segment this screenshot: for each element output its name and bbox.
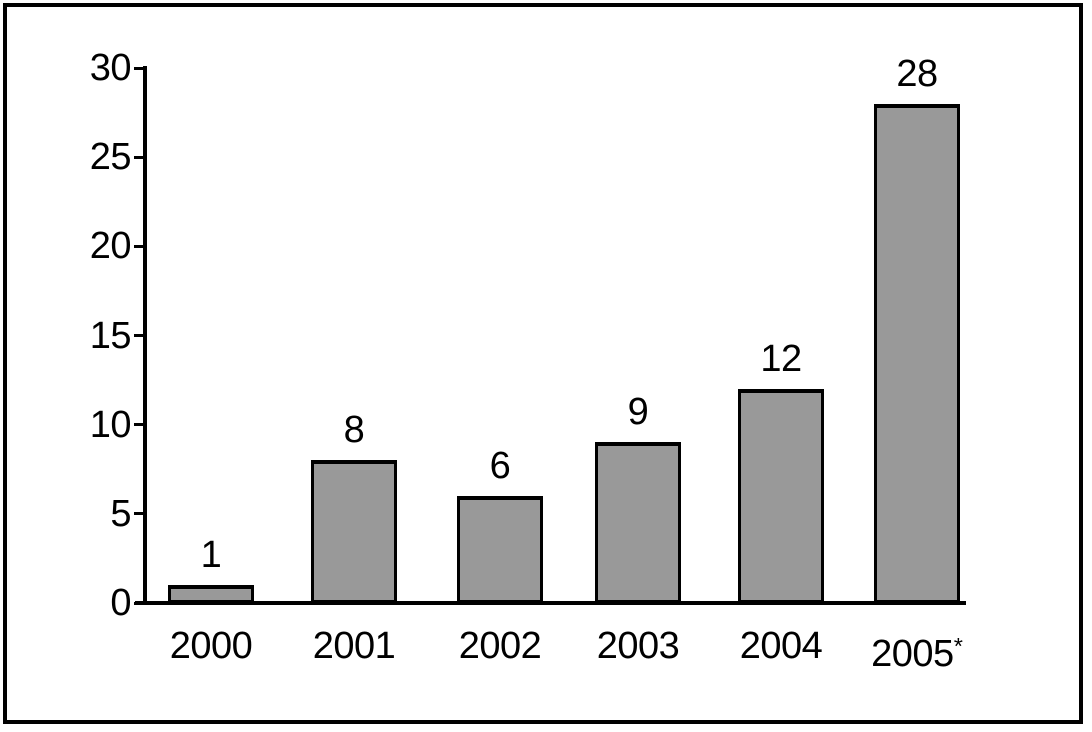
y-axis-tick bbox=[134, 423, 145, 426]
y-axis-tick bbox=[134, 512, 145, 515]
x-category-label: 2001 bbox=[312, 625, 396, 667]
x-category-label: 2002 bbox=[458, 625, 542, 667]
y-axis-tick-label: 20 bbox=[89, 225, 132, 267]
bar bbox=[595, 442, 681, 603]
y-axis-tick bbox=[134, 602, 145, 605]
y-axis-tick bbox=[134, 156, 145, 159]
y-axis-tick-label: 0 bbox=[110, 582, 131, 624]
bar bbox=[874, 104, 960, 603]
x-category-label: 2004 bbox=[739, 625, 823, 667]
y-axis-tick bbox=[134, 67, 145, 70]
y-axis-tick-label: 15 bbox=[89, 315, 132, 357]
bar bbox=[457, 496, 543, 603]
bar-value-label: 28 bbox=[896, 53, 938, 95]
y-axis-tick-label: 5 bbox=[110, 493, 131, 535]
bar bbox=[311, 460, 397, 603]
bar-value-label: 6 bbox=[489, 445, 511, 487]
y-axis-tick bbox=[134, 334, 145, 337]
y-axis-tick-label: 25 bbox=[89, 136, 132, 178]
bar-value-label: 1 bbox=[200, 534, 222, 576]
y-axis-tick bbox=[134, 245, 145, 248]
x-category-asterisk: * bbox=[953, 633, 963, 659]
x-category-label: 2005* bbox=[832, 624, 1002, 676]
bar-value-label: 8 bbox=[343, 409, 365, 451]
y-axis-tick-label: 30 bbox=[89, 47, 132, 89]
bar bbox=[738, 389, 824, 603]
bar-value-label: 12 bbox=[760, 338, 802, 380]
x-axis-line bbox=[135, 601, 966, 605]
bar bbox=[168, 585, 254, 603]
y-axis-line bbox=[143, 66, 147, 605]
x-category-text: 2005 bbox=[871, 632, 954, 675]
bar-value-label: 9 bbox=[627, 391, 649, 433]
chart-outer-frame bbox=[3, 3, 1083, 724]
x-category-label: 2003 bbox=[596, 625, 680, 667]
x-category-label: 2000 bbox=[169, 625, 253, 667]
y-axis-tick-label: 10 bbox=[89, 404, 132, 446]
